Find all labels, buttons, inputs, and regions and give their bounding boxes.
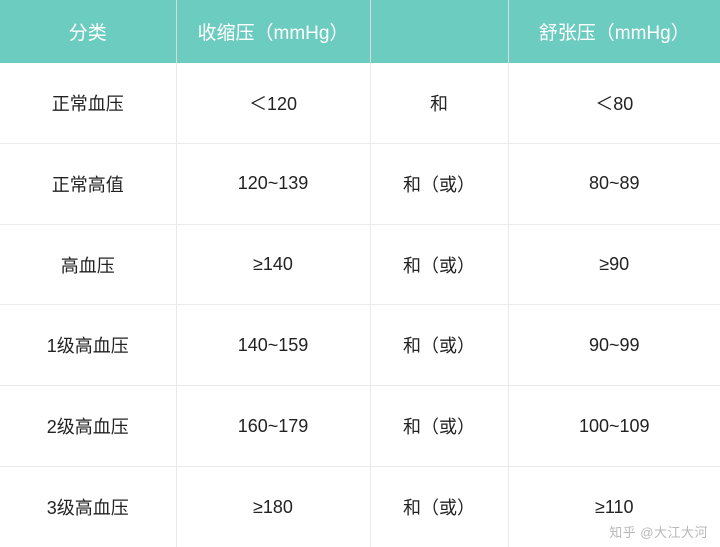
cell-systolic: ≥180 — [176, 467, 370, 547]
cell-connector: 和（或） — [370, 467, 508, 547]
cell-diastolic: ≥90 — [508, 224, 720, 305]
cell-diastolic: ＜80 — [508, 63, 720, 143]
table-header-row: 分类 收缩压（mmHg） 舒张压（mmHg） — [0, 0, 720, 63]
cell-systolic: 120~139 — [176, 143, 370, 224]
table-row: 正常高值 120~139 和（或） 80~89 — [0, 143, 720, 224]
cell-category: 正常高值 — [0, 143, 176, 224]
cell-diastolic: 90~99 — [508, 305, 720, 386]
cell-systolic: ＜120 — [176, 63, 370, 143]
cell-category: 1级高血压 — [0, 305, 176, 386]
table-body: 正常血压 ＜120 和 ＜80 正常高值 120~139 和（或） 80~89 … — [0, 63, 720, 547]
table-row: 高血压 ≥140 和（或） ≥90 — [0, 224, 720, 305]
cell-diastolic: 100~109 — [508, 386, 720, 467]
cell-diastolic: ≥110 — [508, 467, 720, 547]
blood-pressure-table: 分类 收缩压（mmHg） 舒张压（mmHg） 正常血压 ＜120 和 ＜80 正… — [0, 0, 720, 547]
cell-connector: 和（或） — [370, 386, 508, 467]
cell-category: 高血压 — [0, 224, 176, 305]
cell-connector: 和（或） — [370, 224, 508, 305]
header-systolic: 收缩压（mmHg） — [176, 0, 370, 63]
cell-category: 正常血压 — [0, 63, 176, 143]
cell-systolic: ≥140 — [176, 224, 370, 305]
cell-connector: 和（或） — [370, 305, 508, 386]
cell-diastolic: 80~89 — [508, 143, 720, 224]
table-row: 1级高血压 140~159 和（或） 90~99 — [0, 305, 720, 386]
cell-category: 3级高血压 — [0, 467, 176, 547]
cell-category: 2级高血压 — [0, 386, 176, 467]
cell-systolic: 140~159 — [176, 305, 370, 386]
header-connector — [370, 0, 508, 63]
table-row: 2级高血压 160~179 和（或） 100~109 — [0, 386, 720, 467]
header-category: 分类 — [0, 0, 176, 63]
cell-systolic: 160~179 — [176, 386, 370, 467]
table-row: 3级高血压 ≥180 和（或） ≥110 — [0, 467, 720, 547]
cell-connector: 和（或） — [370, 143, 508, 224]
cell-connector: 和 — [370, 63, 508, 143]
table-row: 正常血压 ＜120 和 ＜80 — [0, 63, 720, 143]
header-diastolic: 舒张压（mmHg） — [508, 0, 720, 63]
blood-pressure-table-container: 分类 收缩压（mmHg） 舒张压（mmHg） 正常血压 ＜120 和 ＜80 正… — [0, 0, 720, 547]
